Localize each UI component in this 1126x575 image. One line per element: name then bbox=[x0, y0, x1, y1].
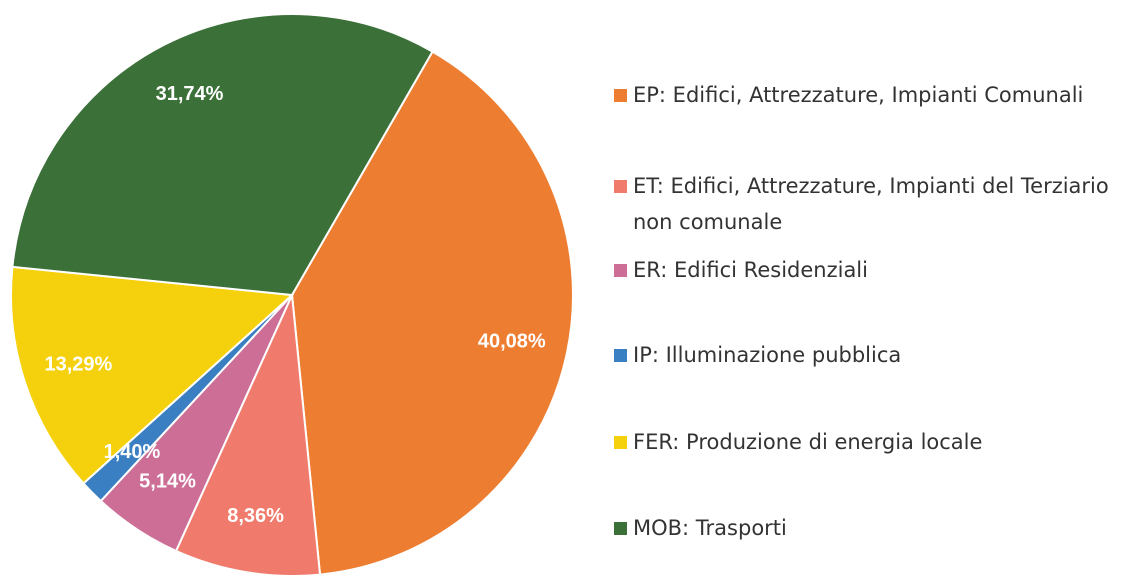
legend-item: EP: Edifici, Attrezzature, Impianti Comu… bbox=[614, 77, 1119, 113]
data-label: 1,40% bbox=[104, 441, 161, 463]
legend-item: ER: Edifici Residenziali bbox=[614, 252, 1119, 288]
legend-label: EP: Edifici, Attrezzature, Impianti Comu… bbox=[633, 83, 1084, 107]
legend-label: IP: Illuminazione pubblica bbox=[633, 343, 902, 367]
legend-swatch bbox=[614, 89, 627, 102]
pie-slice bbox=[10, 265, 295, 485]
legend-label: FER: Produzione di energia locale bbox=[633, 430, 983, 454]
legend-label: ET: Edifici, Attrezzature, Impianti del … bbox=[633, 174, 1109, 234]
legend-swatch bbox=[614, 436, 627, 449]
legend-item: ET: Edifici, Attrezzature, Impianti del … bbox=[614, 168, 1119, 240]
data-label: 13,29% bbox=[44, 353, 112, 375]
legend-item: FER: Produzione di energia locale bbox=[614, 424, 1119, 460]
data-label: 31,74% bbox=[156, 83, 224, 105]
data-label: 5,14% bbox=[139, 470, 196, 492]
legend-label: MOB: Trasporti bbox=[633, 516, 787, 540]
pie-slice bbox=[174, 291, 322, 575]
legend-swatch bbox=[614, 264, 627, 277]
data-label: 40,08% bbox=[478, 331, 546, 353]
pie-slice bbox=[290, 50, 574, 575]
legend-item: IP: Illuminazione pubblica bbox=[614, 337, 1119, 373]
legend-swatch bbox=[614, 349, 627, 362]
pie-slice bbox=[11, 13, 434, 297]
data-label: 8,36% bbox=[227, 505, 284, 527]
legend-swatch bbox=[614, 180, 627, 193]
legend-label: ER: Edifici Residenziali bbox=[633, 258, 868, 282]
legend-swatch bbox=[614, 522, 627, 535]
legend-item: MOB: Trasporti bbox=[614, 510, 1119, 546]
